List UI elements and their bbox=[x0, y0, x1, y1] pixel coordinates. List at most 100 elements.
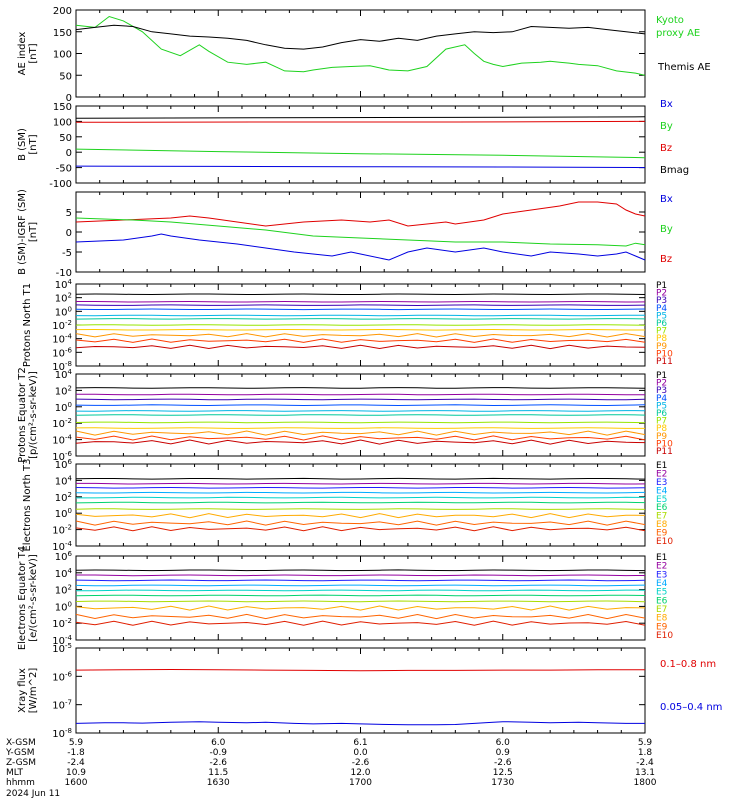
series-line bbox=[75, 201, 646, 227]
footer-row-label: X-GSM bbox=[6, 738, 36, 748]
series-line bbox=[75, 414, 646, 416]
plot-frame bbox=[75, 463, 646, 547]
legend-entry: E7 bbox=[656, 512, 667, 522]
series-line bbox=[75, 520, 646, 526]
footer-date: 2024 Jun 11 bbox=[6, 789, 60, 799]
plot-frame bbox=[75, 191, 646, 273]
y-tick-label: 10-8 bbox=[52, 360, 72, 373]
y-tick-label: 104 bbox=[55, 278, 73, 291]
y-tick-label: 102 bbox=[55, 384, 72, 397]
legend-entry: P9 bbox=[656, 432, 667, 442]
series-line bbox=[75, 404, 646, 407]
y-tick-label: 10-2 bbox=[52, 524, 72, 537]
legend-entry: Kyoto bbox=[656, 15, 684, 26]
series-line bbox=[75, 24, 646, 50]
legend-entry: E3 bbox=[656, 570, 667, 580]
plot-frame bbox=[75, 555, 646, 641]
legend-entry: 0.1–0.8 nm bbox=[660, 659, 716, 670]
plot-frame bbox=[75, 647, 646, 734]
series-line bbox=[75, 668, 645, 672]
footer-value: -2.4 bbox=[67, 758, 85, 768]
y-axis-label: [W/m^2] bbox=[28, 668, 39, 714]
legend-entry: P10 bbox=[656, 349, 673, 359]
series-line bbox=[75, 165, 646, 169]
legend-entry: P5 bbox=[656, 311, 667, 321]
y-axis-label: B (SM) bbox=[17, 128, 28, 161]
y-tick-label: 150 bbox=[53, 102, 72, 113]
footer-value: 10.9 bbox=[66, 768, 86, 778]
series-line bbox=[75, 486, 646, 489]
y-tick-label: 0 bbox=[66, 93, 72, 104]
legend-entry: E4 bbox=[656, 486, 668, 496]
y-tick-label: 10-4 bbox=[52, 434, 72, 447]
legend-entry: E7 bbox=[656, 605, 667, 615]
legend-entry: E1 bbox=[656, 553, 667, 563]
series-line bbox=[75, 328, 645, 331]
y-axis-label: Protons Equator T2 bbox=[17, 367, 28, 463]
legend-entry: Themis AE bbox=[657, 62, 711, 73]
legend-entry: Bz bbox=[660, 254, 672, 265]
legend-entry: Bz bbox=[660, 143, 672, 154]
series-line bbox=[75, 620, 646, 626]
y-axis-label: [p/(cm²-s-sr-keV)] bbox=[28, 371, 39, 459]
series-line bbox=[75, 513, 646, 519]
legend-entry: E4 bbox=[656, 579, 668, 589]
series-line bbox=[75, 605, 646, 611]
series-line bbox=[75, 477, 646, 480]
series-line bbox=[75, 314, 645, 317]
y-tick-label: 106 bbox=[55, 458, 73, 471]
legend-entry: E9 bbox=[656, 622, 668, 632]
series-line bbox=[75, 398, 646, 401]
panel-6: 106 104 102 100 10-2 10-4 Electrons North T3 E1… bbox=[22, 458, 673, 553]
series-line bbox=[75, 579, 646, 582]
y-axis-label: Xray flux bbox=[17, 668, 28, 713]
y-tick-label: 0 bbox=[66, 228, 72, 239]
footer-value: 1600 bbox=[65, 778, 88, 788]
legend-entry: E6 bbox=[656, 596, 668, 606]
y-tick-label: 10-4 bbox=[52, 540, 72, 553]
legend-entry: P8 bbox=[656, 334, 667, 344]
legend-entry: P2 bbox=[656, 289, 667, 299]
panel-7: 106 104 102 100 10-2 10-4 Electrons Equator T4… bbox=[17, 546, 673, 650]
legend-entry: E3 bbox=[656, 478, 667, 488]
legend-entry: E10 bbox=[656, 631, 673, 641]
legend-entry: E8 bbox=[656, 520, 668, 530]
y-tick-label: 10-6 bbox=[52, 346, 72, 359]
panel-5: 104 102 100 10-2 10-4 10-6 Protons Equator T2[… bbox=[17, 367, 673, 463]
footer-ephemeris: X-GSM 5.9 6.0 6.1 6.0 5.9 Y-GSM -1.8 -0.9 0.0 0.9 1… bbox=[5, 738, 657, 799]
series-line bbox=[76, 574, 646, 577]
y-tick-label: 106 bbox=[55, 550, 73, 563]
footer-value: 12.0 bbox=[350, 768, 370, 778]
series-line bbox=[76, 589, 646, 592]
y-tick-label: -5 bbox=[62, 248, 72, 259]
y-tick-label: 102 bbox=[55, 292, 72, 305]
legend-entry: P6 bbox=[656, 319, 667, 329]
legend-entry: Bx bbox=[660, 99, 673, 110]
panel-3: -10 -5 0 5 B (SM)-IGRF (SM) [nT] Bx By Bz bbox=[17, 189, 673, 279]
footer-value: 1.8 bbox=[638, 748, 653, 758]
legend-entry: P2 bbox=[656, 379, 667, 389]
y-tick-label: 10-6 bbox=[52, 450, 72, 463]
y-tick-label: 10-8 bbox=[52, 727, 72, 740]
legend-entry: By bbox=[660, 121, 673, 132]
y-axis-label: [nT] bbox=[28, 134, 39, 154]
footer-value: -2.4 bbox=[636, 758, 654, 768]
series-line bbox=[75, 304, 646, 307]
legend-entry: P4 bbox=[656, 394, 667, 404]
y-tick-label: 10-4 bbox=[52, 333, 72, 346]
legend-entry: P9 bbox=[656, 342, 667, 352]
y-tick-label: 102 bbox=[55, 584, 72, 597]
footer-value: 6.1 bbox=[353, 738, 367, 748]
series-line bbox=[75, 569, 646, 572]
series-line bbox=[75, 387, 646, 389]
y-tick-label: 150 bbox=[53, 28, 72, 39]
footer-value: -2.6 bbox=[209, 758, 227, 768]
legend-entry: E1 bbox=[656, 461, 667, 471]
series-line bbox=[75, 217, 646, 247]
y-axis-label: [e/(cm²-s-sr-keV)] bbox=[28, 554, 39, 642]
y-tick-label: 10-2 bbox=[52, 617, 72, 630]
series-line bbox=[75, 148, 646, 159]
y-axis-label: AE index bbox=[17, 32, 28, 76]
y-tick-label: -100 bbox=[49, 179, 72, 190]
footer-value: 0.9 bbox=[496, 748, 511, 758]
